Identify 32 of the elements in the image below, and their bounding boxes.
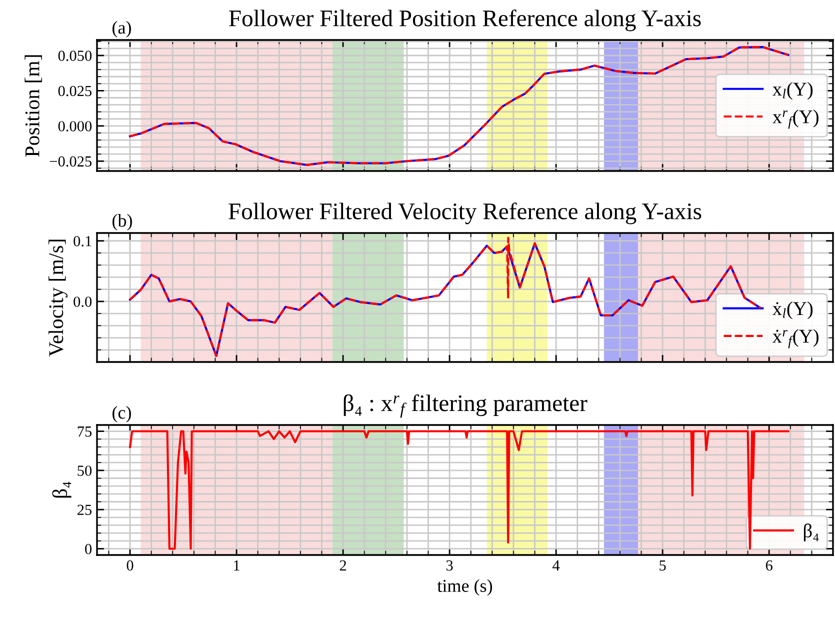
y-tick-label: −0.025 <box>50 156 92 167</box>
y-tick-label: 25 <box>78 504 92 516</box>
text: (b) <box>112 214 132 230</box>
x-tick-label: 0 <box>126 560 134 571</box>
legend-label: β₄ <box>804 524 819 542</box>
y-axis-title: β₄ <box>52 482 72 498</box>
y-tick-label: 0.050 <box>58 50 92 62</box>
x-axis-title: time (s) <box>437 579 492 596</box>
legend-label: ẋ$_{l}$(Y) <box>772 302 813 320</box>
y-tick-label: 75 <box>78 426 92 437</box>
x-tick-label: 2 <box>340 560 346 570</box>
chart-title: Follower Filtered Position Reference along Y-axis <box>229 9 701 32</box>
y-axis-title: Velocity [m/s] <box>48 240 68 357</box>
text: (a) <box>112 21 131 38</box>
x-tick-label: 5 <box>660 560 666 571</box>
y-tick-label: 0.025 <box>58 86 92 96</box>
x-tick-label: 6 <box>766 560 772 571</box>
legend-label: ẋ$^{r}$$_{f}$(Y) <box>772 329 818 348</box>
x-tick-label: 1 <box>234 560 240 570</box>
x-tick-label: 4 <box>552 560 560 570</box>
x-tick-label: 3 <box>446 560 453 571</box>
legend-label: x$^{r}$$_{f}$(Y) <box>772 110 818 129</box>
y-tick-label: 0 <box>85 544 92 554</box>
y-tick-label: 0.000 <box>58 121 92 132</box>
text: (c) <box>112 406 131 422</box>
chart-title: β₄ : x$^{r}$$_{f}$ filtering parameter <box>344 394 588 418</box>
y-tick-label: 0.1 <box>74 236 92 246</box>
chart-title: Follower Filtered Velocity Reference along Y-axis <box>228 202 702 224</box>
y-tick-label: 0.0 <box>74 296 92 307</box>
y-axis-title: Position [m] <box>24 55 42 157</box>
legend-label: x$_{l}$(Y) <box>772 82 813 100</box>
y-tick-label: 50 <box>78 466 92 476</box>
